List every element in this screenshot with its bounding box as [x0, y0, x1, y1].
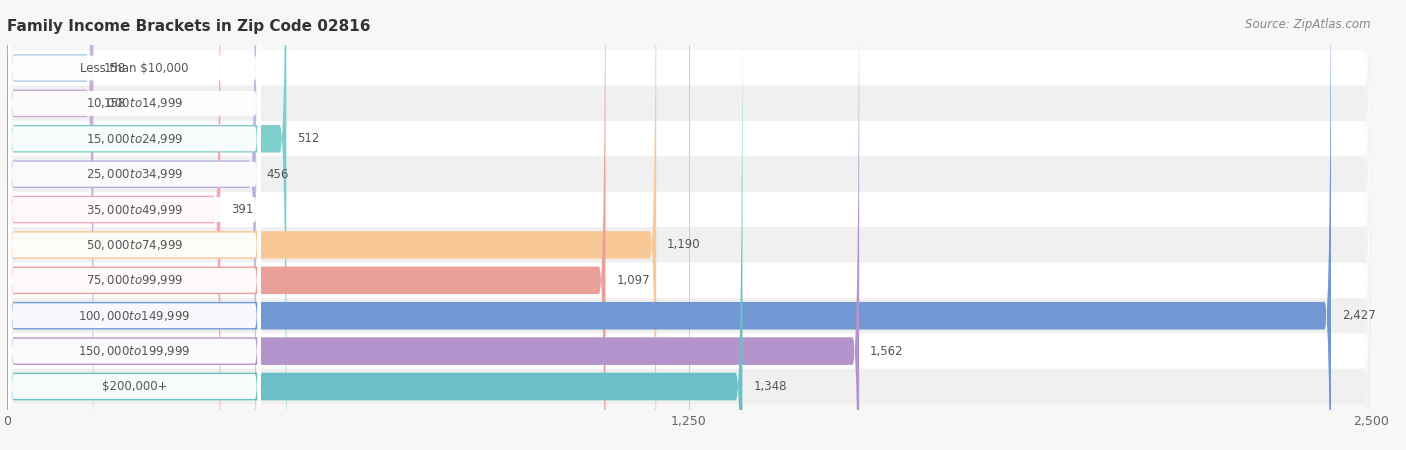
- FancyBboxPatch shape: [7, 0, 1371, 450]
- Text: $10,000 to $14,999: $10,000 to $14,999: [86, 96, 183, 110]
- Text: $25,000 to $34,999: $25,000 to $34,999: [86, 167, 183, 181]
- FancyBboxPatch shape: [7, 0, 1331, 450]
- FancyBboxPatch shape: [7, 0, 1371, 450]
- FancyBboxPatch shape: [8, 0, 260, 450]
- Text: $100,000 to $149,999: $100,000 to $149,999: [79, 309, 190, 323]
- Text: Less than $10,000: Less than $10,000: [80, 62, 188, 75]
- Text: 391: 391: [231, 203, 253, 216]
- Text: 158: 158: [104, 97, 127, 110]
- FancyBboxPatch shape: [7, 0, 93, 450]
- Text: 456: 456: [267, 168, 290, 180]
- FancyBboxPatch shape: [7, 0, 1371, 450]
- FancyBboxPatch shape: [7, 0, 1371, 450]
- FancyBboxPatch shape: [8, 0, 260, 410]
- FancyBboxPatch shape: [7, 0, 256, 450]
- Text: 1,097: 1,097: [616, 274, 650, 287]
- Text: $35,000 to $49,999: $35,000 to $49,999: [86, 202, 183, 216]
- FancyBboxPatch shape: [7, 0, 1371, 450]
- FancyBboxPatch shape: [7, 0, 859, 450]
- Text: 1,562: 1,562: [870, 345, 904, 358]
- Text: $75,000 to $99,999: $75,000 to $99,999: [86, 273, 183, 288]
- FancyBboxPatch shape: [8, 0, 260, 450]
- FancyBboxPatch shape: [7, 0, 1371, 450]
- FancyBboxPatch shape: [8, 0, 260, 450]
- Text: Family Income Brackets in Zip Code 02816: Family Income Brackets in Zip Code 02816: [7, 19, 371, 34]
- FancyBboxPatch shape: [8, 0, 260, 450]
- Text: 2,427: 2,427: [1341, 309, 1375, 322]
- FancyBboxPatch shape: [7, 0, 742, 450]
- Text: 158: 158: [104, 62, 127, 75]
- FancyBboxPatch shape: [8, 9, 260, 450]
- FancyBboxPatch shape: [8, 0, 260, 450]
- Text: $200,000+: $200,000+: [101, 380, 167, 393]
- FancyBboxPatch shape: [8, 0, 260, 450]
- FancyBboxPatch shape: [7, 0, 93, 450]
- FancyBboxPatch shape: [7, 0, 1371, 450]
- FancyBboxPatch shape: [7, 0, 1371, 450]
- Text: 1,348: 1,348: [754, 380, 787, 393]
- Text: $150,000 to $199,999: $150,000 to $199,999: [79, 344, 190, 358]
- Text: $50,000 to $74,999: $50,000 to $74,999: [86, 238, 183, 252]
- FancyBboxPatch shape: [8, 45, 260, 450]
- FancyBboxPatch shape: [7, 0, 1371, 450]
- FancyBboxPatch shape: [8, 0, 260, 445]
- Text: 512: 512: [297, 132, 319, 145]
- Text: $15,000 to $24,999: $15,000 to $24,999: [86, 132, 183, 146]
- Text: 1,190: 1,190: [666, 238, 700, 252]
- FancyBboxPatch shape: [7, 0, 657, 450]
- FancyBboxPatch shape: [7, 0, 606, 450]
- FancyBboxPatch shape: [7, 0, 287, 450]
- Text: Source: ZipAtlas.com: Source: ZipAtlas.com: [1246, 18, 1371, 31]
- FancyBboxPatch shape: [7, 0, 221, 450]
- FancyBboxPatch shape: [7, 0, 1371, 450]
